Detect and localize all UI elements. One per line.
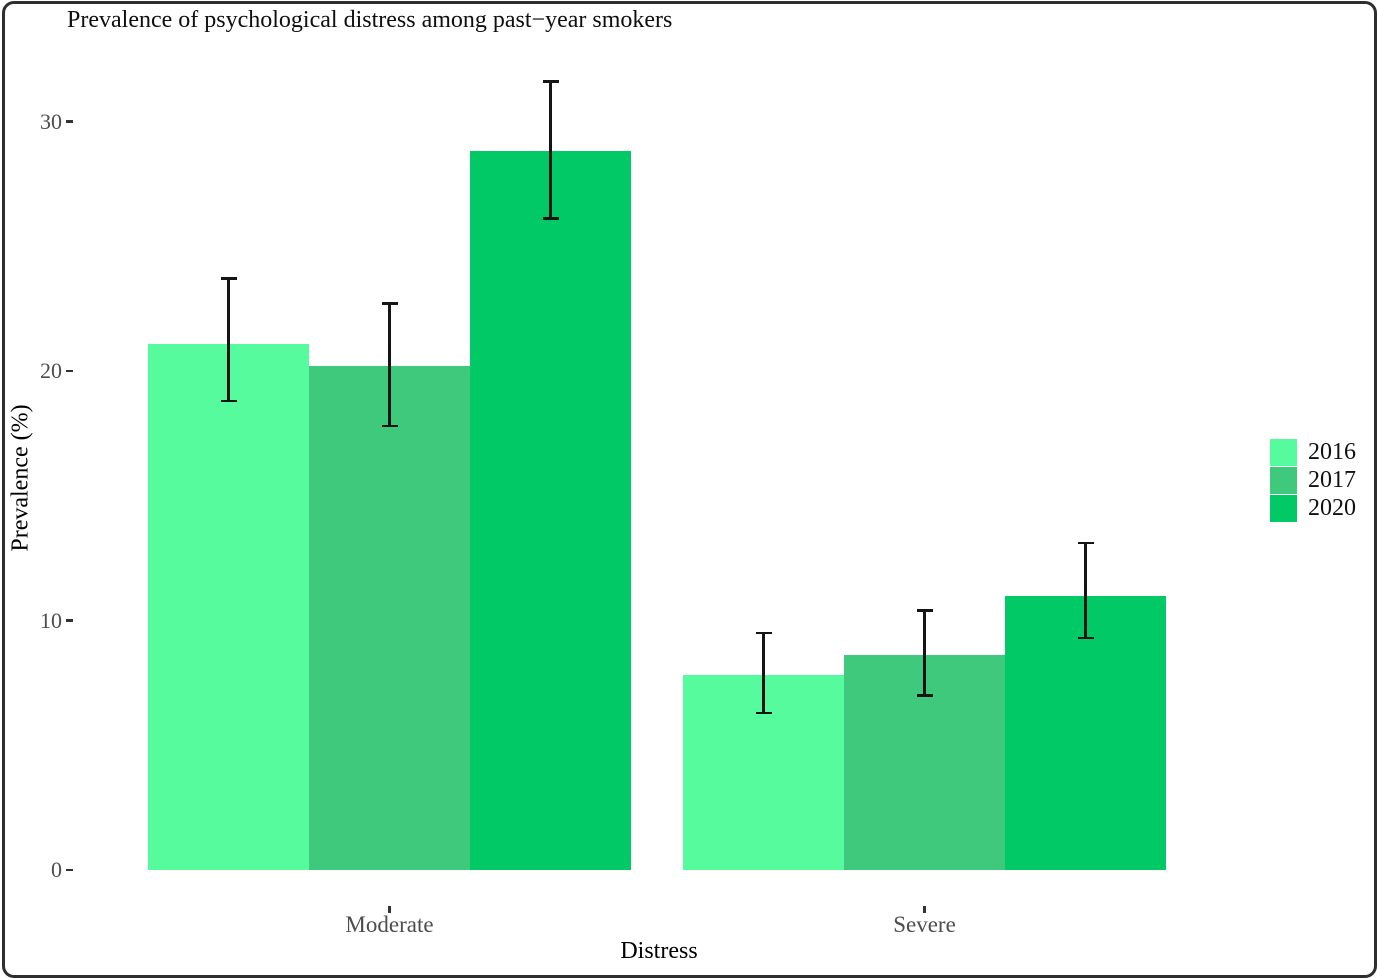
y-tick-label-20: 20 bbox=[40, 358, 62, 383]
legend-label-2017: 2017 bbox=[1308, 467, 1356, 493]
bar-moderate-2016 bbox=[148, 343, 309, 870]
y-axis-title: Prevalence (%) bbox=[7, 404, 34, 552]
errorbar-moderate-2017 bbox=[381, 302, 398, 428]
errorbar-line bbox=[1084, 541, 1087, 640]
y-tick-label-0: 0 bbox=[51, 857, 62, 882]
errorbar-cap-top bbox=[916, 609, 933, 612]
x-axis-title: Distress bbox=[620, 938, 698, 964]
errorbar-cap-top bbox=[755, 631, 772, 635]
errorbar-cap-top bbox=[220, 277, 237, 280]
y-tick-mark-20 bbox=[66, 369, 73, 373]
errorbar-cap-top bbox=[542, 80, 559, 83]
legend-label-2020: 2020 bbox=[1308, 495, 1356, 521]
bar-moderate-2020 bbox=[470, 151, 631, 870]
errorbar-severe-2016 bbox=[755, 631, 772, 715]
errorbar-moderate-2016 bbox=[220, 277, 237, 403]
bar-moderate-2017 bbox=[309, 366, 470, 870]
x-tick-mark-moderate bbox=[388, 906, 391, 913]
legend-swatch-2017 bbox=[1270, 467, 1297, 494]
errorbar-cap-bottom bbox=[381, 424, 398, 428]
legend-label-2016: 2016 bbox=[1308, 439, 1356, 465]
errorbar-cap-bottom bbox=[1077, 636, 1094, 640]
legend-swatch-2020 bbox=[1270, 495, 1297, 522]
errorbar-severe-2017 bbox=[916, 609, 933, 697]
y-tick-label-30: 30 bbox=[40, 108, 62, 134]
errorbar-cap-bottom bbox=[755, 711, 772, 715]
x-tick-label-severe: Severe bbox=[893, 912, 956, 937]
errorbar-cap-bottom bbox=[542, 217, 559, 221]
legend-swatch-2016 bbox=[1270, 439, 1297, 466]
y-tick-mark-0 bbox=[66, 868, 73, 872]
errorbar-cap-bottom bbox=[220, 399, 237, 403]
errorbar-line bbox=[762, 631, 765, 715]
errorbar-line bbox=[923, 609, 926, 697]
errorbar-line bbox=[227, 277, 230, 403]
y-tick-mark-10 bbox=[66, 619, 73, 622]
errorbar-severe-2020 bbox=[1077, 541, 1094, 640]
errorbar-cap-top bbox=[1077, 541, 1094, 545]
errorbar-cap-bottom bbox=[916, 694, 933, 697]
y-tick-mark-30 bbox=[66, 120, 73, 123]
errorbar-cap-top bbox=[381, 302, 398, 305]
errorbar-line bbox=[549, 80, 552, 221]
errorbar-line bbox=[388, 302, 391, 428]
y-tick-label-10: 10 bbox=[40, 607, 62, 633]
errorbar-moderate-2020 bbox=[542, 80, 559, 221]
x-tick-mark-severe bbox=[923, 906, 926, 913]
bar-severe-2020 bbox=[1005, 595, 1166, 870]
chart-title: Prevalence of psychological distress amo… bbox=[67, 7, 673, 33]
x-tick-label-moderate: Moderate bbox=[345, 912, 434, 937]
